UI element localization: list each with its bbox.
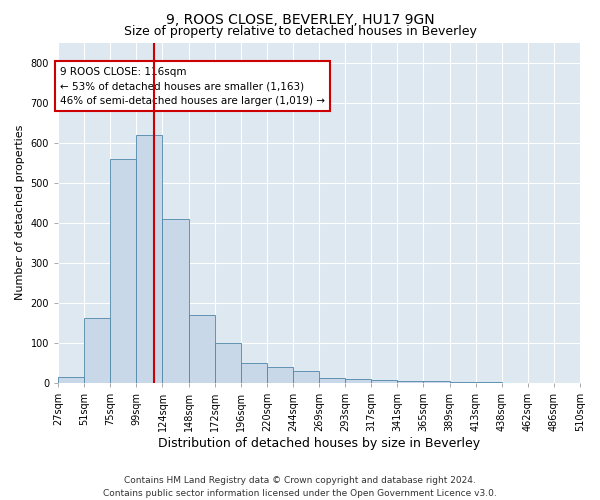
Bar <box>215 343 241 383</box>
Bar <box>424 382 449 383</box>
Text: Contains HM Land Registry data © Crown copyright and database right 2024.
Contai: Contains HM Land Registry data © Crown c… <box>103 476 497 498</box>
Bar <box>449 382 476 383</box>
Bar <box>476 382 502 383</box>
Bar <box>241 363 267 383</box>
Bar <box>163 219 188 383</box>
Bar <box>371 380 397 383</box>
Y-axis label: Number of detached properties: Number of detached properties <box>15 125 25 300</box>
Bar <box>58 377 84 383</box>
Bar <box>345 378 371 383</box>
Bar <box>136 134 163 383</box>
Bar <box>188 315 215 383</box>
Bar <box>84 318 110 383</box>
Text: Size of property relative to detached houses in Beverley: Size of property relative to detached ho… <box>124 25 476 38</box>
Bar <box>293 371 319 383</box>
X-axis label: Distribution of detached houses by size in Beverley: Distribution of detached houses by size … <box>158 437 480 450</box>
Bar <box>397 381 424 383</box>
Bar <box>267 367 293 383</box>
Text: 9 ROOS CLOSE: 116sqm
← 53% of detached houses are smaller (1,163)
46% of semi-de: 9 ROOS CLOSE: 116sqm ← 53% of detached h… <box>60 66 325 106</box>
Bar <box>110 158 136 383</box>
Bar <box>319 378 345 383</box>
Text: 9, ROOS CLOSE, BEVERLEY, HU17 9GN: 9, ROOS CLOSE, BEVERLEY, HU17 9GN <box>166 12 434 26</box>
